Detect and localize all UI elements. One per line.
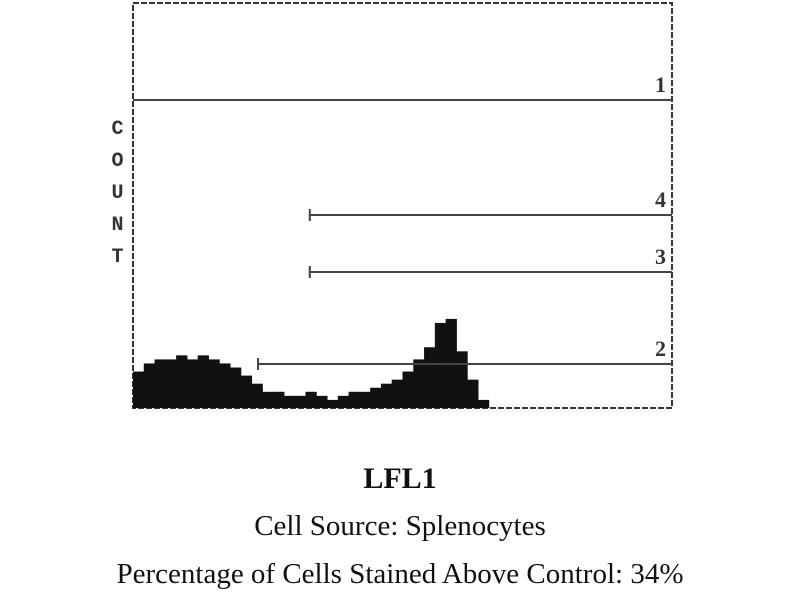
histogram-bar: [424, 347, 436, 408]
histogram-bar: [467, 379, 479, 408]
gate-label: 4: [655, 187, 666, 212]
cell-source-text: Cell Source: Splenocytes: [254, 510, 546, 542]
histogram-bar: [240, 375, 253, 408]
histogram-bar: [456, 351, 468, 408]
gate-marker-1: 1: [133, 72, 672, 101]
histogram-bar: [359, 391, 371, 408]
histogram-bar: [370, 387, 382, 408]
histogram-chart: 1 4 3 2: [132, 2, 673, 409]
histogram-bar: [208, 359, 220, 408]
histogram-bar: [283, 395, 296, 408]
histogram-bar: [230, 367, 242, 408]
histogram-bar: [143, 363, 156, 408]
histogram-bar: [165, 359, 177, 408]
gate-label: 2: [655, 336, 666, 361]
histogram-bar: [316, 395, 328, 408]
histogram-bar: [380, 383, 393, 408]
histogram-bar: [251, 383, 263, 408]
histogram-bar: [197, 355, 209, 408]
plot-frame: [132, 2, 673, 409]
histogram-bar: [348, 391, 360, 408]
histogram-bar: [176, 355, 188, 408]
gate-marker-3: 3: [308, 244, 672, 278]
y-axis-label: COUNT: [106, 118, 129, 278]
percentage-text: Percentage of Cells Stained Above Contro…: [116, 558, 684, 590]
histogram-bar: [305, 391, 317, 408]
histogram-bar: [402, 371, 414, 408]
gate-marker-4: 4: [308, 187, 672, 221]
histogram-bar: [434, 322, 447, 408]
histogram-bar: [133, 371, 145, 408]
histogram-bar: [391, 379, 403, 408]
histogram-bar: [327, 399, 339, 408]
histogram-bar: [262, 391, 274, 408]
histogram-bar: [413, 359, 425, 408]
histogram-bar: [219, 363, 231, 408]
histogram-bar: [273, 391, 285, 408]
histogram-bar: [477, 399, 490, 408]
chart-title: LFL1: [363, 462, 437, 495]
gate-marker-2: 2: [257, 336, 672, 370]
histogram-bar: [154, 359, 166, 408]
gate-label: 1: [655, 72, 666, 97]
gate-label: 3: [655, 244, 666, 269]
histogram-bar: [294, 395, 306, 408]
histogram-bar: [337, 395, 350, 408]
histogram-bar: [186, 359, 199, 408]
